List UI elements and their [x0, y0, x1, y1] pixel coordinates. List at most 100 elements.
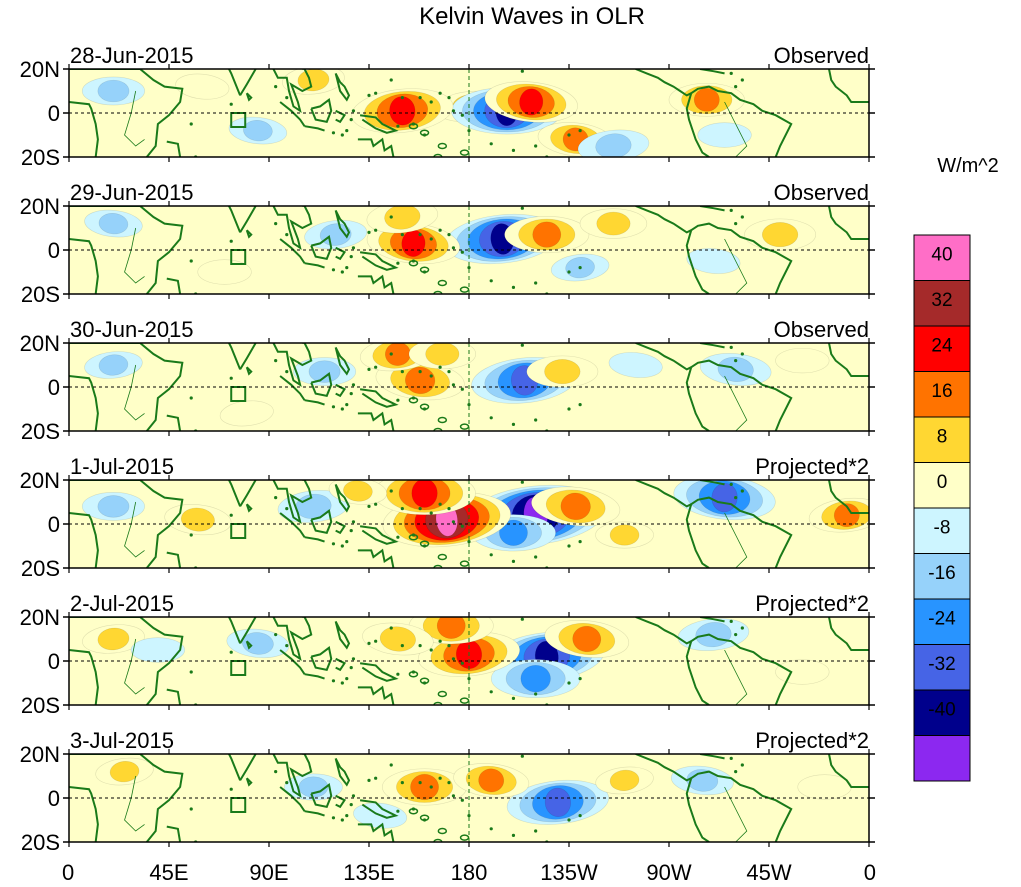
island-dot	[340, 818, 344, 822]
panel-date: 2-Jul-2015	[70, 591, 174, 616]
y-tick-label: 20N	[20, 468, 60, 493]
island-dot	[460, 113, 464, 117]
coastline	[239, 343, 257, 370]
island-dot	[429, 374, 433, 378]
anomaly-blob	[686, 248, 741, 274]
island-dot	[438, 91, 442, 95]
colorbar-swatch	[913, 689, 971, 736]
coastline	[690, 496, 793, 568]
island-dot	[274, 85, 278, 89]
island-dot	[567, 270, 571, 274]
island-dot	[374, 639, 378, 643]
island-dot	[567, 133, 571, 137]
coastline	[690, 359, 793, 431]
colorbar-level-label: -32	[928, 654, 955, 675]
y-axis: 20N 0 20S	[20, 468, 875, 581]
y-tick-label: 20N	[20, 742, 60, 767]
island-dot	[489, 690, 493, 694]
island-dot	[460, 661, 464, 665]
anomaly-blob	[130, 637, 185, 663]
anomaly-contour	[609, 769, 640, 791]
coastline	[228, 480, 242, 507]
anomaly-contour	[97, 79, 130, 103]
coastline	[685, 229, 710, 294]
island-dot	[489, 142, 493, 146]
island-dot	[411, 259, 416, 263]
anomaly-blob	[453, 763, 530, 798]
anomaly-blob	[577, 129, 650, 157]
top-x-ticks	[68, 338, 870, 436]
island-dot	[396, 672, 400, 676]
anomaly-contour	[520, 664, 551, 693]
colorbar-level-label: -24	[928, 609, 956, 630]
coastline	[279, 238, 306, 264]
coastline	[279, 786, 306, 812]
island-dot	[734, 770, 738, 774]
coastline	[828, 754, 869, 788]
coastline	[690, 222, 793, 294]
island-dot	[349, 392, 353, 396]
coastline	[828, 343, 869, 377]
island-dot	[451, 657, 456, 661]
anomaly-blob	[531, 486, 621, 527]
colorbar-level-label: -8	[934, 518, 951, 539]
island	[433, 838, 443, 842]
colorbar-level-label: 32	[931, 290, 952, 311]
coastline	[239, 480, 257, 507]
coastline	[166, 825, 182, 842]
island-dot	[447, 96, 451, 100]
island-dot	[578, 403, 582, 407]
coastline	[334, 346, 351, 376]
coastline	[359, 114, 399, 134]
island-dot	[520, 754, 524, 758]
anomaly-contour	[775, 659, 830, 685]
island-dot	[422, 818, 427, 822]
island-dot	[389, 78, 393, 82]
anomaly-blob	[366, 206, 439, 234]
anomaly-contour	[572, 625, 602, 653]
island	[437, 690, 448, 698]
island-dot	[422, 133, 427, 137]
island-dot	[374, 91, 378, 95]
island-dot	[274, 496, 278, 500]
coastline	[228, 206, 242, 233]
colorbar-level-label: 16	[931, 381, 952, 402]
anomaly-contour	[97, 495, 130, 518]
x-tick-label: 0	[62, 860, 74, 885]
coastline	[166, 414, 182, 431]
anomaly-contour	[379, 626, 416, 652]
coastline	[69, 617, 184, 705]
island-dot	[740, 78, 744, 82]
island-dot	[460, 798, 464, 802]
island-dot	[411, 396, 416, 400]
coastline	[69, 786, 99, 842]
colorbar-level-label: -40	[928, 700, 955, 721]
y-tick-label: 0	[48, 238, 60, 263]
coastline	[828, 206, 869, 240]
island-dot	[534, 829, 538, 833]
anomaly-contour	[775, 347, 830, 374]
island-dot	[438, 228, 442, 232]
island-dot	[351, 109, 356, 113]
anomaly-blob	[282, 69, 345, 95]
island-dot	[520, 69, 524, 73]
y-tick-label: 20N	[20, 605, 60, 630]
coastline	[334, 72, 351, 102]
panel-date: 28-Jun-2015	[70, 43, 194, 68]
anomaly-contour	[197, 259, 252, 285]
island-dot	[367, 778, 371, 783]
island-dot	[229, 513, 233, 517]
coastline	[228, 754, 242, 781]
island-dot	[374, 365, 378, 369]
country-border	[124, 775, 145, 832]
island-dot	[349, 255, 353, 259]
island	[437, 142, 448, 150]
anomaly-blob	[775, 659, 830, 685]
island-dot	[451, 383, 456, 387]
coastline	[357, 274, 395, 294]
island-dot	[367, 504, 371, 508]
island-dot	[460, 387, 464, 391]
island	[433, 701, 443, 705]
coastline	[272, 480, 313, 525]
island-dot	[389, 352, 393, 356]
